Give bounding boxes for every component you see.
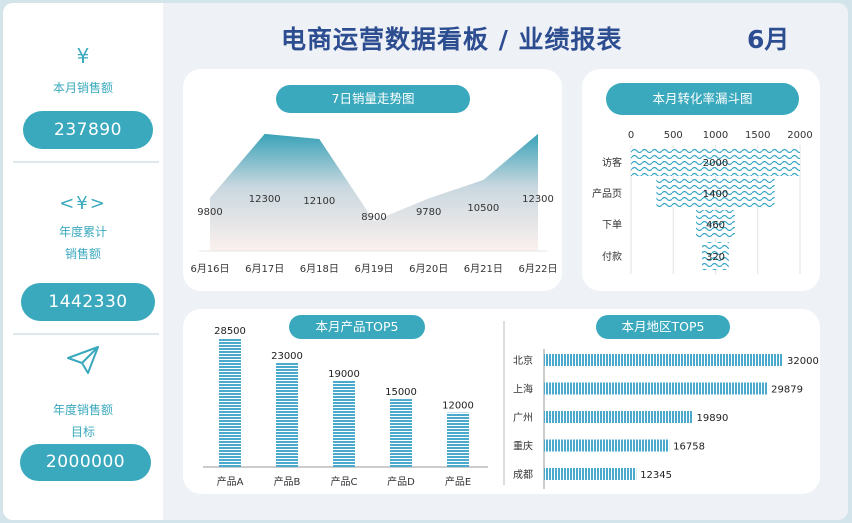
- kpi-value-pill: 1442330: [21, 283, 155, 321]
- category-label: 产品B: [274, 475, 301, 488]
- data-label: 12100: [303, 196, 335, 207]
- kpi-label-line1: 年度销售额: [52, 403, 113, 417]
- x-tick-label: 2000: [787, 130, 812, 141]
- funnel-bar: [701, 242, 730, 270]
- data-label: 15000: [385, 387, 417, 398]
- card-title: 本月产品TOP5: [289, 315, 425, 339]
- x-tick-label: 6月20日: [409, 263, 448, 275]
- data-label: 19890: [697, 413, 729, 424]
- page-title: 电商运营数据看板 / 业绩报表: [281, 25, 623, 54]
- funnel-chart: 0 500 1000 1500 2000 访客 2000 产品页 1400 下单 460 付款 320: [592, 130, 813, 274]
- data-label: 2000: [703, 158, 728, 169]
- kpi-monthly-sales: ¥ 本月销售额: [3, 43, 163, 99]
- data-label: 28500: [214, 326, 246, 337]
- trend-chart: 9800 6月16日 12300 6月17日 12100 6月18日 8900 6月19日 97…: [190, 133, 558, 275]
- data-label: 9800: [197, 207, 222, 218]
- top5-card: 本月产品TOP5 本月地区TOP5 28500 产品A 23000 产品B 19000 产…: [183, 309, 820, 494]
- funnel-card: 本月转化率漏斗图 0 500 1000 1500 2000 访客 2000 产品页 1400 下单…: [582, 69, 820, 291]
- product-bar: [219, 338, 241, 467]
- region-bar: [544, 354, 783, 366]
- kpi-annual-target: 年度销售额 目标: [3, 345, 163, 443]
- data-label: 10500: [467, 203, 499, 214]
- month-label: 6月: [747, 25, 790, 54]
- data-label: 19000: [328, 369, 360, 380]
- category-label: 成都: [513, 469, 533, 481]
- category-label: 产品C: [331, 475, 358, 488]
- category-label: 付款: [602, 250, 622, 263]
- card-title: 本月地区TOP5: [596, 315, 730, 339]
- data-label: 12000: [442, 401, 474, 412]
- region-bar: [544, 439, 670, 452]
- kpi-value-pill: 237890: [23, 111, 153, 149]
- product-bar: [276, 362, 298, 467]
- product-bar: [447, 412, 469, 467]
- region-bar: [544, 382, 768, 395]
- category-label: 重庆: [513, 440, 533, 453]
- divider: [13, 161, 159, 163]
- product-bar: [333, 381, 355, 467]
- x-tick-label: 1500: [745, 130, 770, 141]
- top5-charts: 28500 产品A 23000 产品B 19000 产品C 15000 产品D 12000 产品E…: [203, 321, 819, 489]
- yen-icon: ¥: [76, 44, 90, 68]
- data-label: 16758: [673, 442, 705, 453]
- x-tick-label: 1000: [703, 130, 728, 141]
- yen-exchange-icon: <¥>: [59, 193, 107, 214]
- x-tick-label: 6月16日: [190, 263, 229, 275]
- data-label: 320: [706, 252, 725, 263]
- kpi-annual-sales: <¥> 年度累计 销售额: [3, 191, 163, 265]
- category-label: 产品E: [445, 475, 471, 488]
- kpi-label-line2: 目标: [70, 425, 95, 439]
- divider: [13, 333, 159, 335]
- category-label: 产品页: [592, 187, 622, 200]
- data-label: 12300: [522, 194, 554, 205]
- region-bar: [544, 468, 637, 480]
- trend-area: [210, 133, 538, 251]
- data-label: 32000: [787, 356, 819, 367]
- data-label: 12300: [249, 194, 281, 205]
- region-bar: [544, 411, 693, 423]
- category-label: 上海: [513, 383, 533, 396]
- data-label: 29879: [771, 385, 803, 396]
- x-tick-label: 6月18日: [300, 263, 339, 275]
- category-label: 广州: [513, 412, 533, 424]
- category-label: 访客: [602, 156, 622, 169]
- data-label: 12345: [640, 470, 672, 481]
- trend-card: 7日销量走势图 9800 6月16日 12300 6月17日 12100 6月18日 890…: [183, 69, 562, 291]
- data-label: 460: [706, 220, 725, 231]
- data-label: 23000: [271, 351, 303, 362]
- category-label: 下单: [602, 219, 622, 231]
- dashboard-frame: ¥ 本月销售额 237890 <¥> 年度累计 销售额 1442330 年度销售…: [3, 3, 848, 520]
- x-tick-label: 6月17日: [245, 263, 284, 275]
- x-tick-label: 6月21日: [464, 263, 503, 275]
- kpi-label-line1: 年度累计: [58, 225, 107, 239]
- paper-plane-icon: [3, 345, 163, 377]
- x-tick-label: 6月22日: [518, 263, 557, 275]
- product-bar: [390, 399, 412, 467]
- data-label: 8900: [361, 212, 386, 223]
- data-label: 9780: [416, 207, 441, 218]
- kpi-label-line2: 销售额: [64, 247, 101, 261]
- kpi-label: 本月销售额: [52, 81, 113, 95]
- category-label: 北京: [513, 354, 533, 367]
- category-label: 产品A: [217, 475, 244, 488]
- funnel-bar: [656, 179, 775, 207]
- funnel-bar: [631, 148, 800, 176]
- x-tick-label: 500: [664, 130, 683, 141]
- funnel-bar: [696, 210, 735, 238]
- data-label: 1400: [703, 189, 728, 200]
- kpi-value-pill: 2000000: [20, 444, 151, 481]
- kpi-sidebar: ¥ 本月销售额 237890 <¥> 年度累计 销售额 1442330 年度销售…: [3, 3, 163, 520]
- x-tick-label: 0: [628, 130, 634, 141]
- category-label: 产品D: [387, 475, 415, 488]
- card-title: 本月转化率漏斗图: [606, 83, 799, 115]
- card-title: 7日销量走势图: [276, 85, 470, 113]
- x-tick-label: 6月19日: [354, 263, 393, 275]
